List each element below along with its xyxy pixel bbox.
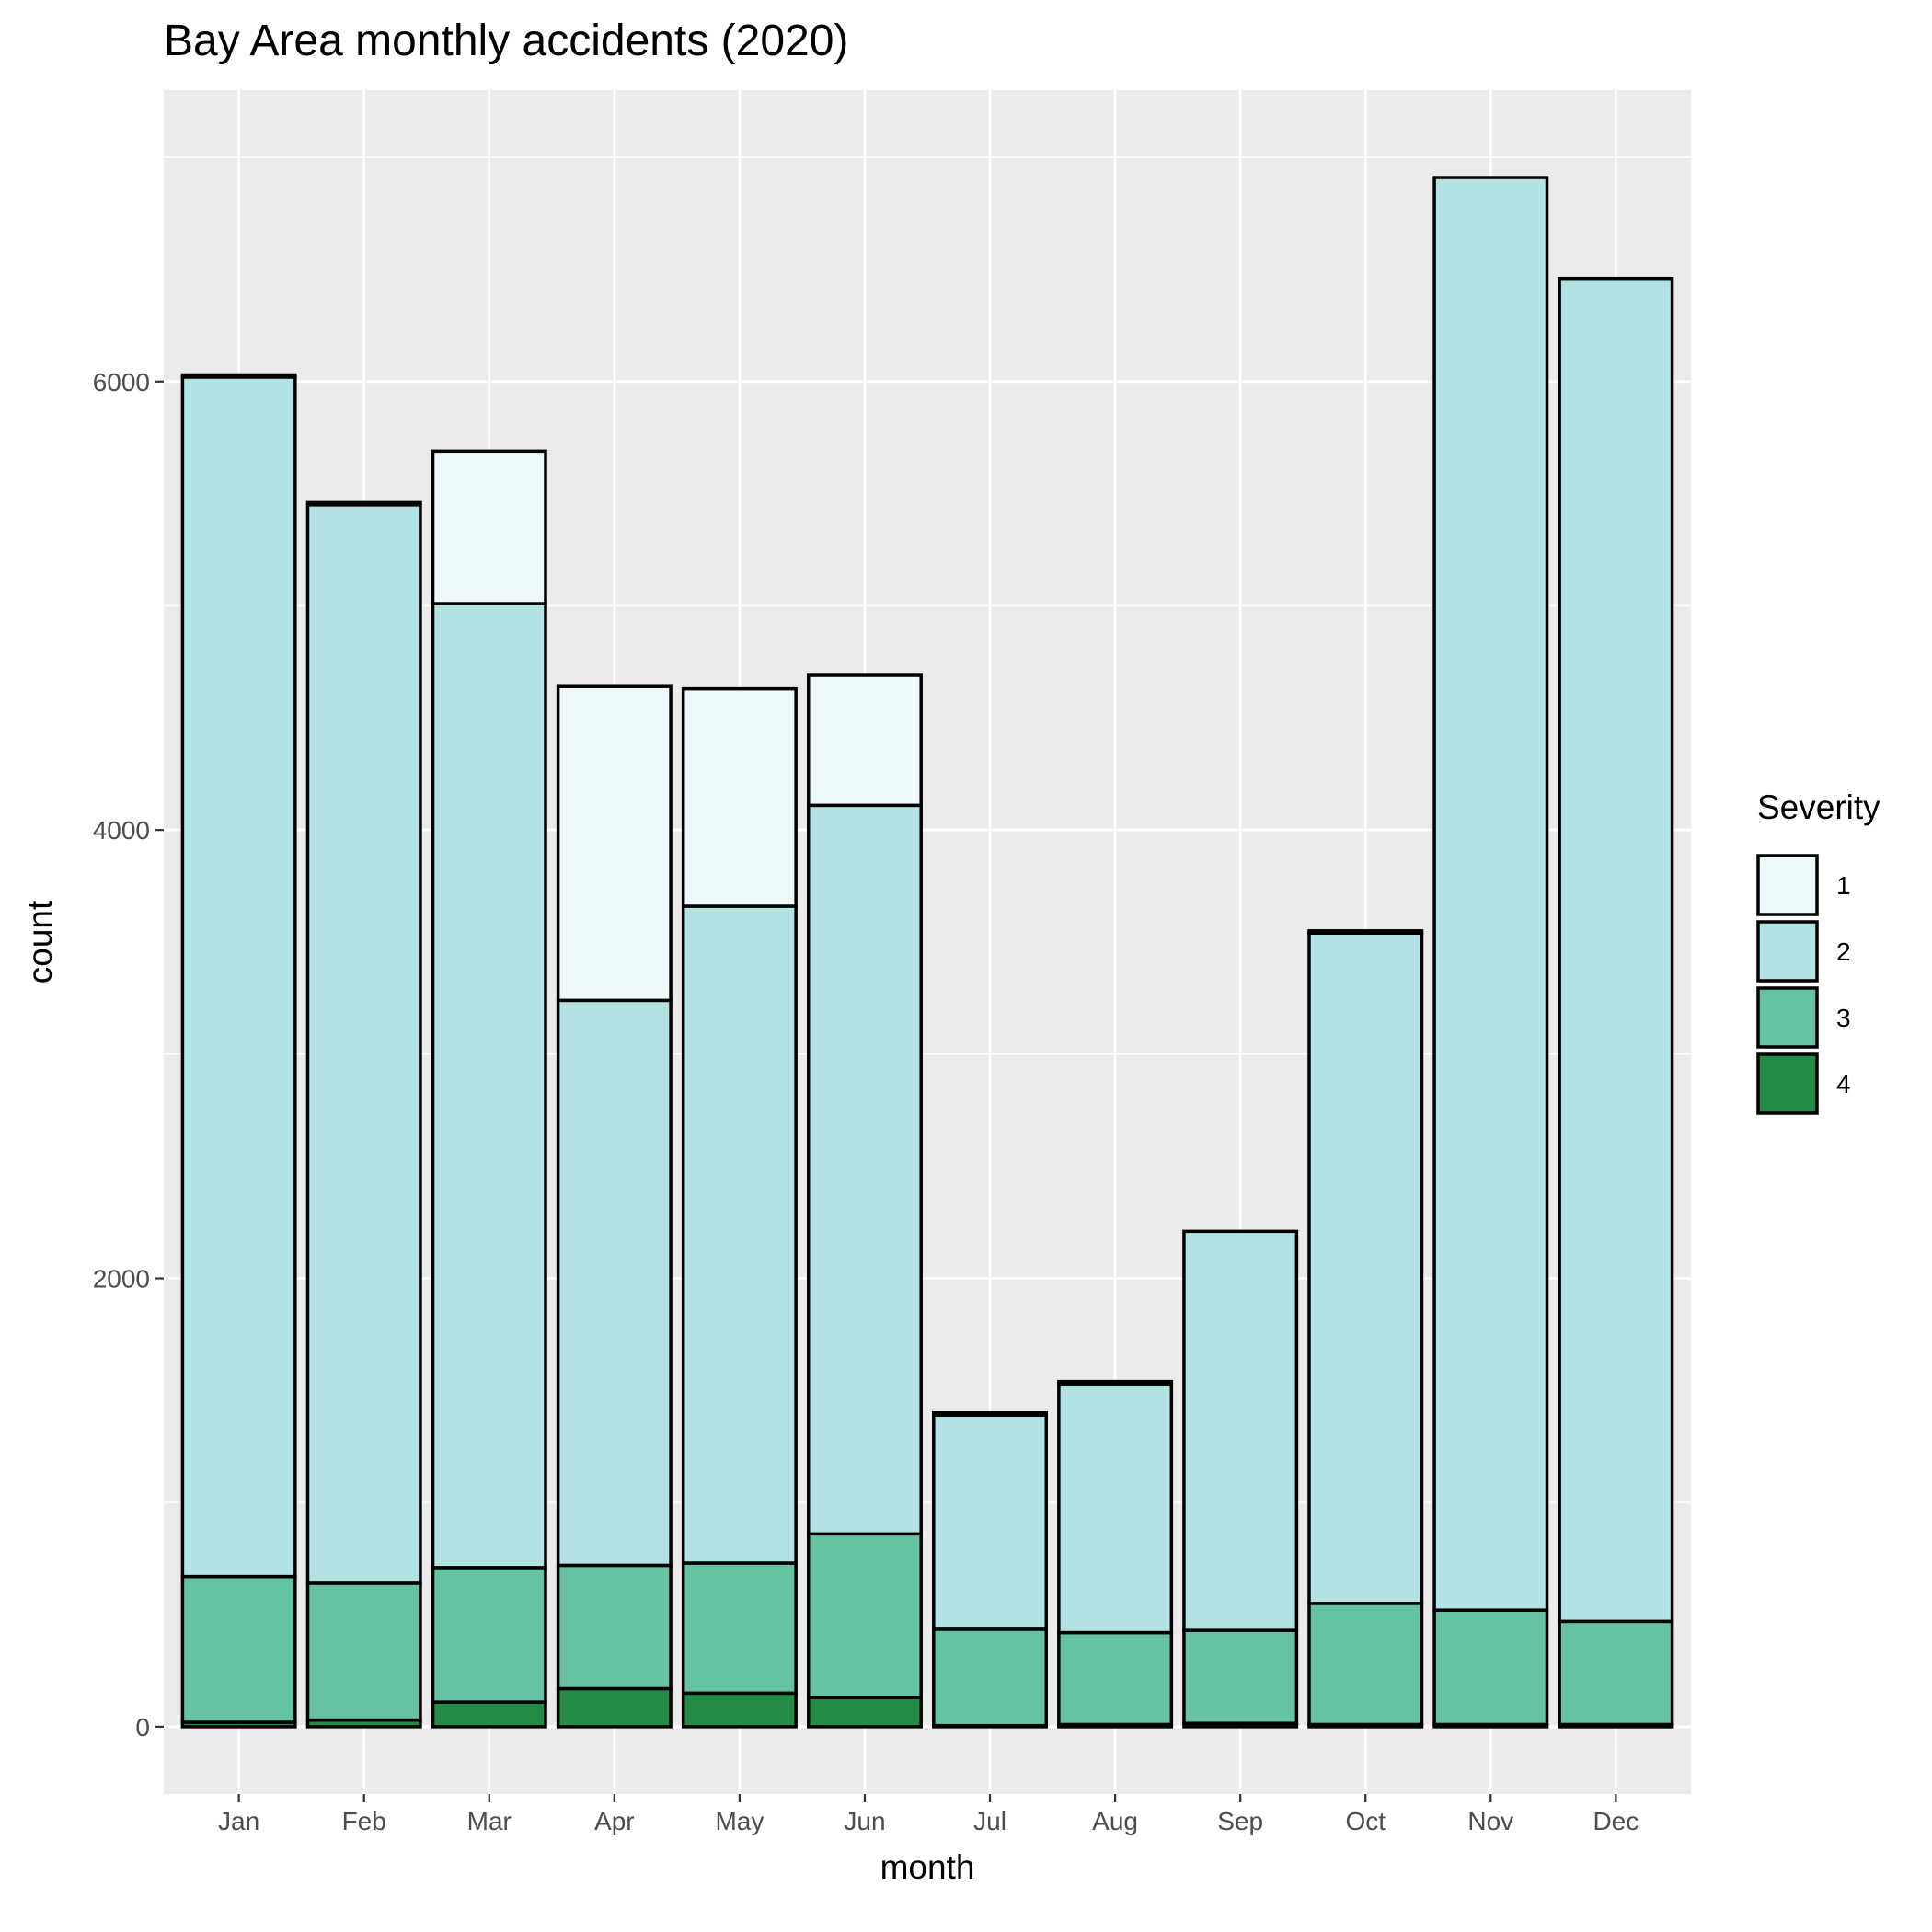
legend-title: Severity: [1757, 788, 1880, 826]
legend-label: 1: [1836, 871, 1851, 900]
bar-segment: [305, 503, 422, 1585]
x-tick-label: Jul: [973, 1807, 1006, 1835]
bar-segment: [681, 1561, 798, 1696]
bar-segment: [431, 1700, 547, 1729]
bar-segment: [681, 1691, 798, 1729]
x-tick-label: Dec: [1593, 1807, 1639, 1835]
bar-segment: [431, 449, 547, 605]
bar-segment: [556, 684, 673, 1003]
legend-items: 1 2 3 4: [1756, 854, 1851, 1115]
bar-segment: [305, 500, 422, 507]
bar-segment: [806, 673, 923, 808]
bar-segment: [806, 803, 923, 1536]
bar-segment: [1558, 276, 1674, 1624]
y-tick-label: 0: [135, 1713, 150, 1742]
y-tick-label: 6000: [93, 368, 150, 397]
x-tick-label: Feb: [342, 1807, 386, 1835]
bar-segment: [1307, 931, 1424, 1605]
bar-segment: [932, 1410, 1049, 1417]
bar-segment: [1182, 1229, 1299, 1632]
bar-segment: [1432, 1608, 1549, 1727]
x-tick-label: Sep: [1217, 1807, 1263, 1835]
bar-segment: [556, 998, 673, 1568]
legend-label: 4: [1836, 1070, 1851, 1098]
bar-segment: [1558, 1619, 1674, 1727]
y-axis-title: count: [21, 900, 59, 983]
y-tick-label: 4000: [93, 816, 150, 845]
legend-key: [1756, 1052, 1819, 1115]
bar-segment: [180, 373, 297, 379]
x-tick-label: Aug: [1092, 1807, 1138, 1835]
y-axis: 0 2000 4000 6000: [93, 368, 164, 1742]
bar-segment: [681, 686, 798, 908]
bar-segment: [932, 1627, 1049, 1728]
bar-segment: [1432, 176, 1549, 1612]
legend-key: [1756, 986, 1819, 1049]
x-axis: Jan Feb Mar Apr May Jun Jul Aug Sep Oct Nov Dec: [218, 1794, 1639, 1835]
bar-segment: [932, 1413, 1049, 1631]
x-tick-label: Oct: [1345, 1807, 1386, 1835]
bar-segment: [431, 1566, 547, 1704]
legend: Severity 1 2 3 4: [1756, 788, 1880, 1115]
bar-segment: [1307, 1602, 1424, 1727]
bar-segment: [556, 1563, 673, 1691]
legend-key: [1756, 920, 1819, 983]
bar-segment: [1057, 1382, 1174, 1635]
bar-segment: [806, 1532, 923, 1699]
bar-segment: [1182, 1628, 1299, 1725]
legend-label: 3: [1836, 1004, 1851, 1032]
x-tick-label: Jun: [844, 1807, 885, 1835]
bars: [180, 176, 1674, 1729]
bar-segment: [1057, 1630, 1174, 1727]
bar-segment: [556, 1686, 673, 1729]
bar-segment: [1057, 1379, 1174, 1386]
bar-segment: [1307, 929, 1424, 936]
x-tick-label: Mar: [467, 1807, 512, 1835]
bar-segment: [806, 1696, 923, 1729]
bar-segment: [180, 375, 297, 1579]
legend-key: [1756, 854, 1819, 916]
legend-label: 2: [1836, 937, 1851, 966]
bar-segment: [305, 1581, 422, 1722]
x-tick-label: Apr: [594, 1807, 635, 1835]
x-axis-title: month: [880, 1848, 975, 1886]
x-tick-label: Nov: [1467, 1807, 1513, 1835]
chart-title: Bay Area monthly accidents (2020): [164, 17, 848, 65]
x-tick-label: May: [715, 1807, 764, 1835]
bar-segment: [431, 602, 547, 1570]
x-tick-label: Jan: [218, 1807, 259, 1835]
bar-segment: [681, 904, 798, 1565]
bar-segment: [180, 1574, 297, 1724]
y-tick-label: 2000: [93, 1265, 150, 1294]
